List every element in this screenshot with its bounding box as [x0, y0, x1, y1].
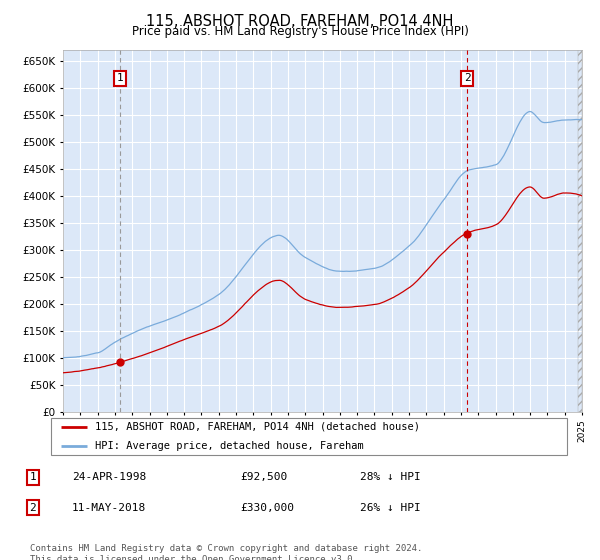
Text: £92,500: £92,500 — [240, 472, 287, 482]
Text: HPI: Average price, detached house, Fareham: HPI: Average price, detached house, Fare… — [95, 441, 364, 451]
FancyBboxPatch shape — [50, 418, 568, 455]
Text: 26% ↓ HPI: 26% ↓ HPI — [360, 503, 421, 513]
Text: 11-MAY-2018: 11-MAY-2018 — [72, 503, 146, 513]
Text: Contains HM Land Registry data © Crown copyright and database right 2024.
This d: Contains HM Land Registry data © Crown c… — [30, 544, 422, 560]
Text: 115, ABSHOT ROAD, FAREHAM, PO14 4NH (detached house): 115, ABSHOT ROAD, FAREHAM, PO14 4NH (det… — [95, 422, 420, 432]
Text: 2: 2 — [464, 73, 470, 83]
Text: 28% ↓ HPI: 28% ↓ HPI — [360, 472, 421, 482]
Text: 2: 2 — [29, 503, 37, 513]
Text: 24-APR-1998: 24-APR-1998 — [72, 472, 146, 482]
Text: £330,000: £330,000 — [240, 503, 294, 513]
Text: 1: 1 — [117, 73, 124, 83]
Text: 1: 1 — [29, 472, 37, 482]
Text: Price paid vs. HM Land Registry's House Price Index (HPI): Price paid vs. HM Land Registry's House … — [131, 25, 469, 38]
Text: 115, ABSHOT ROAD, FAREHAM, PO14 4NH: 115, ABSHOT ROAD, FAREHAM, PO14 4NH — [146, 14, 454, 29]
